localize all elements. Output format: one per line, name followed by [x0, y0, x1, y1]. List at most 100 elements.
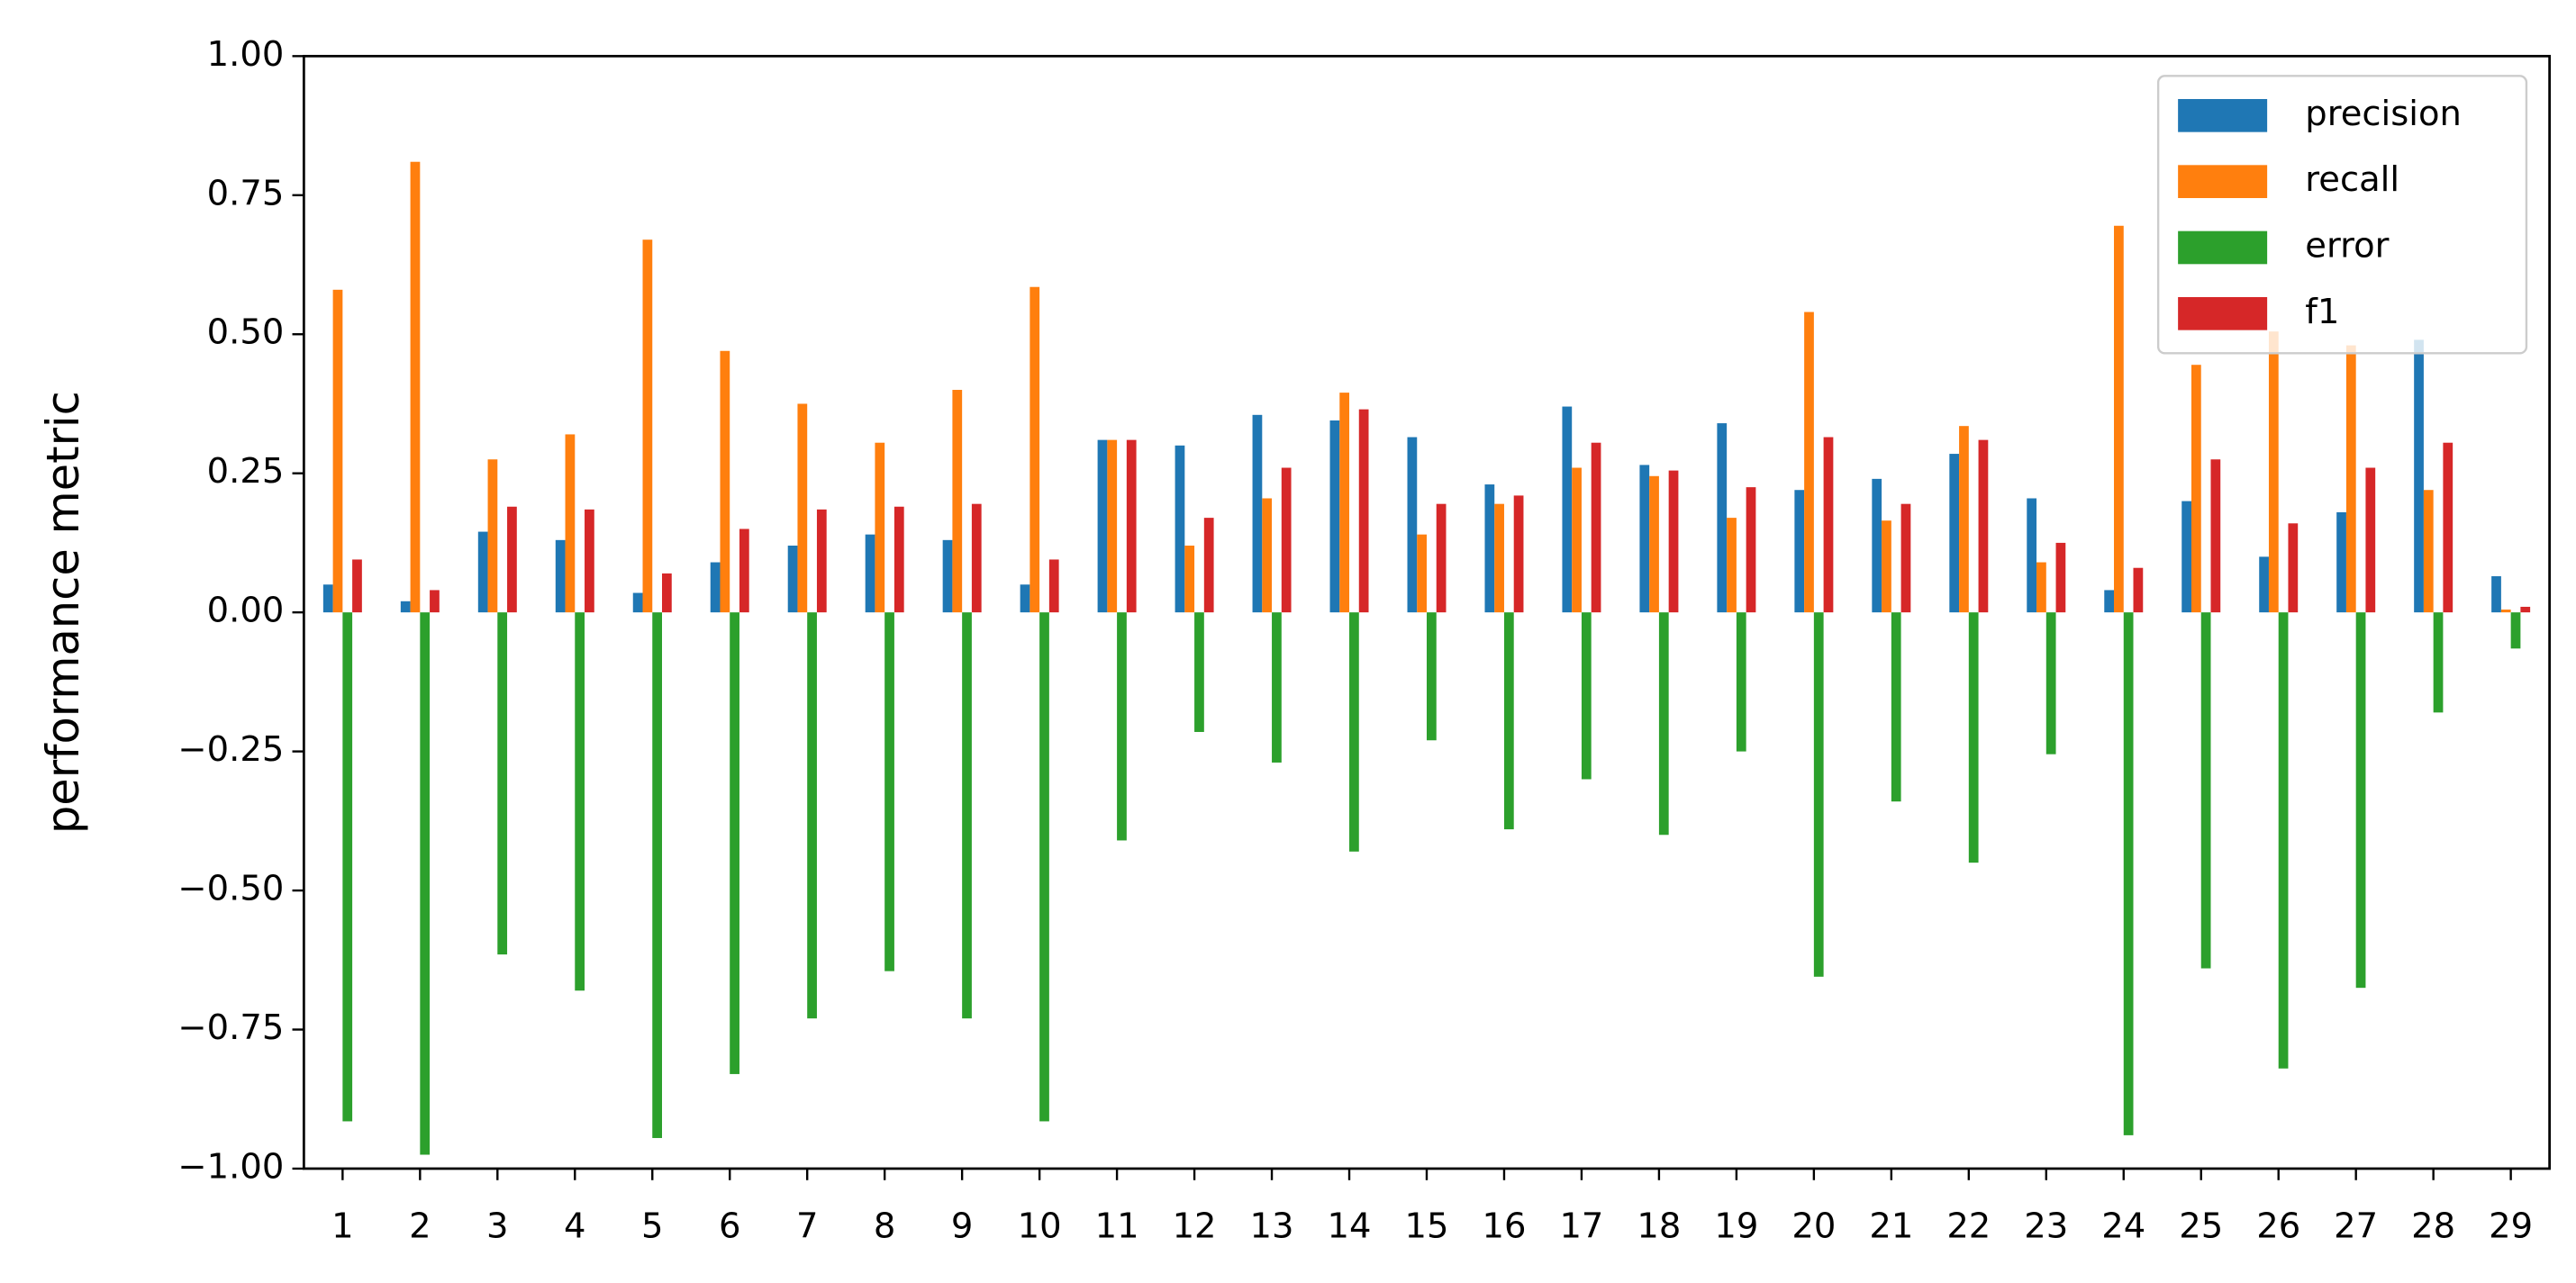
bar	[787, 546, 798, 613]
bar	[1746, 487, 1756, 613]
x-tick-label: 6	[719, 1206, 741, 1246]
bar	[1175, 445, 1185, 613]
bar	[1968, 612, 1979, 863]
bar	[710, 562, 721, 613]
bar	[322, 584, 333, 613]
bar	[2210, 459, 2221, 613]
bar	[1736, 612, 1746, 752]
bar	[430, 590, 440, 613]
plot-frame	[302, 54, 2551, 1170]
bar	[2133, 567, 2144, 613]
bar	[797, 403, 808, 613]
x-tick-label: 18	[1637, 1206, 1681, 1246]
bar	[1262, 498, 1273, 613]
bar	[1029, 286, 1040, 613]
x-tick-label: 4	[564, 1206, 586, 1246]
bar	[962, 612, 972, 1019]
bar	[1097, 439, 1108, 613]
bar	[487, 459, 498, 613]
bar	[662, 573, 672, 613]
bar	[1039, 612, 1049, 1122]
bar	[1562, 406, 1573, 613]
bar	[1020, 584, 1030, 613]
bar	[2200, 612, 2211, 969]
bar	[1494, 503, 1504, 613]
bar	[1959, 426, 1969, 613]
bar	[2055, 542, 2066, 613]
bar	[720, 350, 730, 613]
bar	[2288, 523, 2299, 613]
legend-swatch	[2178, 98, 2268, 132]
bar	[1591, 442, 1601, 613]
x-tick-label: 25	[2179, 1206, 2223, 1246]
y-tick-label: 1.00	[207, 34, 285, 75]
x-tick-label: 8	[874, 1206, 895, 1246]
bar	[1407, 437, 1418, 613]
bar	[1794, 490, 1805, 613]
y-tick-label: 0.25	[207, 451, 285, 492]
bar	[2104, 590, 2115, 613]
bar	[2345, 345, 2356, 613]
bar	[420, 612, 431, 1155]
bar	[342, 612, 353, 1122]
bar	[2036, 562, 2046, 613]
bar	[2268, 331, 2279, 613]
x-tick-label: 10	[1018, 1206, 1062, 1246]
bar	[2278, 612, 2289, 1069]
bar	[816, 509, 827, 613]
bar	[1581, 612, 1592, 780]
bar	[1436, 503, 1447, 613]
bar	[942, 539, 953, 613]
bar	[739, 529, 749, 613]
legend-label: error	[2305, 225, 2389, 266]
bar	[1513, 495, 1524, 613]
bar	[865, 534, 875, 613]
bar	[1426, 612, 1437, 741]
y-tick-label: −1.00	[177, 1146, 284, 1187]
bar	[1639, 465, 1650, 613]
bar	[1727, 518, 1737, 613]
legend-swatch	[2178, 230, 2268, 265]
bar	[2443, 442, 2454, 613]
bar	[1252, 414, 1263, 613]
bar	[1117, 612, 1127, 841]
y-tick-label: 0.75	[207, 173, 285, 213]
bar	[2045, 612, 2056, 754]
bar	[1668, 470, 1679, 613]
bar	[410, 161, 421, 613]
bar	[400, 601, 411, 613]
bar	[1349, 612, 1359, 852]
bar	[1048, 559, 1059, 613]
bar	[2027, 498, 2037, 613]
bar	[1572, 467, 1582, 613]
y-axis-label: performance metric	[37, 391, 89, 834]
bar	[2423, 490, 2434, 613]
bar	[1978, 439, 1989, 613]
bar	[1203, 518, 1214, 613]
x-tick-label: 12	[1173, 1206, 1217, 1246]
legend-swatch	[2178, 296, 2268, 330]
bar	[1329, 420, 1340, 613]
bar	[2500, 610, 2511, 613]
bar	[332, 289, 343, 613]
bar	[1339, 393, 1350, 613]
bar	[1804, 312, 1814, 613]
legend-label: precision	[2305, 94, 2462, 134]
bar	[1823, 437, 1834, 613]
x-tick-label: 5	[641, 1206, 664, 1246]
bar	[2433, 612, 2444, 713]
bar	[2181, 501, 2191, 613]
x-tick-label: 16	[1482, 1206, 1526, 1246]
bar	[2114, 225, 2124, 613]
x-tick-label: 11	[1095, 1206, 1139, 1246]
bar	[2336, 511, 2346, 613]
bar	[1484, 484, 1495, 613]
legend-label: f1	[2305, 292, 2339, 332]
x-tick-label: 21	[1869, 1206, 1913, 1246]
x-tick-label: 27	[2334, 1206, 2378, 1246]
bar	[555, 539, 566, 613]
y-tick-label: −0.25	[177, 729, 284, 770]
bar	[2191, 365, 2201, 613]
x-tick-label: 29	[2489, 1206, 2533, 1246]
